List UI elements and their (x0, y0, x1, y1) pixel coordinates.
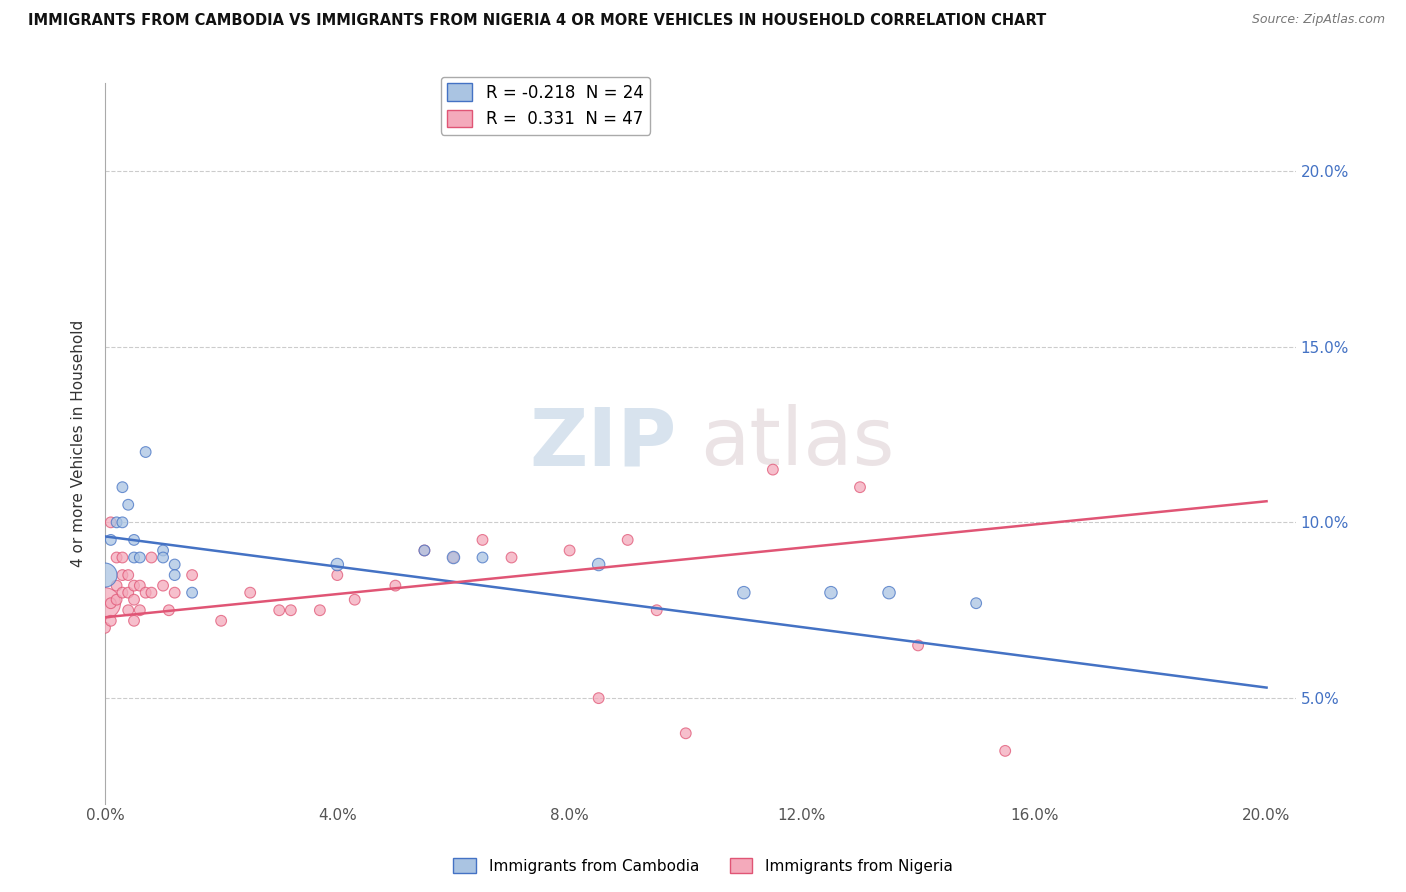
Point (413, 543, 436, 558)
Point (100, 533, 122, 547)
Point (326, 568, 349, 582)
Point (100, 596, 122, 610)
Text: Source: ZipAtlas.com: Source: ZipAtlas.com (1251, 13, 1385, 27)
Point (122, 614, 145, 628)
Point (616, 533, 638, 547)
Point (135, 585, 157, 599)
Point (122, 592, 145, 607)
Point (820, 585, 842, 599)
Point (163, 568, 186, 582)
Point (128, 579, 150, 593)
Point (111, 516, 134, 530)
Point (443, 550, 465, 565)
Point (471, 550, 494, 565)
Text: ZIP: ZIP (529, 404, 676, 483)
Point (94, 596, 117, 610)
Point (588, 691, 610, 706)
Point (588, 558, 610, 572)
Point (558, 543, 581, 558)
Point (105, 550, 128, 565)
Point (128, 603, 150, 617)
Point (135, 445, 157, 459)
Point (645, 603, 668, 617)
Point (501, 550, 523, 565)
Point (122, 579, 145, 593)
Point (94, 568, 117, 582)
Point (111, 550, 134, 565)
Y-axis label: 4 or more Vehicles in Household: 4 or more Vehicles in Household (72, 319, 86, 566)
Point (152, 550, 174, 565)
Point (907, 639, 929, 653)
Point (163, 558, 186, 572)
Point (181, 568, 204, 582)
Point (269, 603, 291, 617)
Point (343, 592, 366, 607)
Legend: R = -0.218  N = 24, R =  0.331  N = 47: R = -0.218 N = 24, R = 0.331 N = 47 (440, 77, 651, 135)
Point (111, 480, 134, 494)
Point (877, 585, 900, 599)
Point (141, 585, 163, 599)
Point (117, 585, 139, 599)
Point (105, 592, 128, 607)
Legend: Immigrants from Cambodia, Immigrants from Nigeria: Immigrants from Cambodia, Immigrants fro… (447, 852, 959, 880)
Point (849, 480, 872, 494)
Point (994, 744, 1017, 758)
Point (122, 550, 145, 565)
Point (733, 585, 755, 599)
Point (152, 579, 174, 593)
Point (117, 603, 139, 617)
Point (141, 550, 163, 565)
Text: IMMIGRANTS FROM CAMBODIA VS IMMIGRANTS FROM NIGERIA 4 OR MORE VEHICLES IN HOUSEH: IMMIGRANTS FROM CAMBODIA VS IMMIGRANTS F… (28, 13, 1046, 29)
Point (181, 585, 204, 599)
Point (111, 568, 134, 582)
Point (117, 568, 139, 582)
Point (152, 543, 174, 558)
Point (384, 579, 406, 593)
Point (105, 579, 128, 593)
Point (111, 585, 134, 599)
Point (413, 543, 436, 558)
Point (94, 621, 117, 635)
Point (128, 550, 150, 565)
Point (675, 726, 697, 740)
Point (443, 550, 465, 565)
Text: atlas: atlas (700, 404, 894, 483)
Point (105, 516, 128, 530)
Point (309, 603, 332, 617)
Point (326, 558, 349, 572)
Point (209, 614, 232, 628)
Point (122, 533, 145, 547)
Point (100, 614, 122, 628)
Point (157, 603, 180, 617)
Point (117, 498, 139, 512)
Point (965, 596, 987, 610)
Point (100, 516, 122, 530)
Point (471, 533, 494, 547)
Point (280, 603, 302, 617)
Point (163, 585, 186, 599)
Point (239, 585, 262, 599)
Point (762, 462, 785, 476)
